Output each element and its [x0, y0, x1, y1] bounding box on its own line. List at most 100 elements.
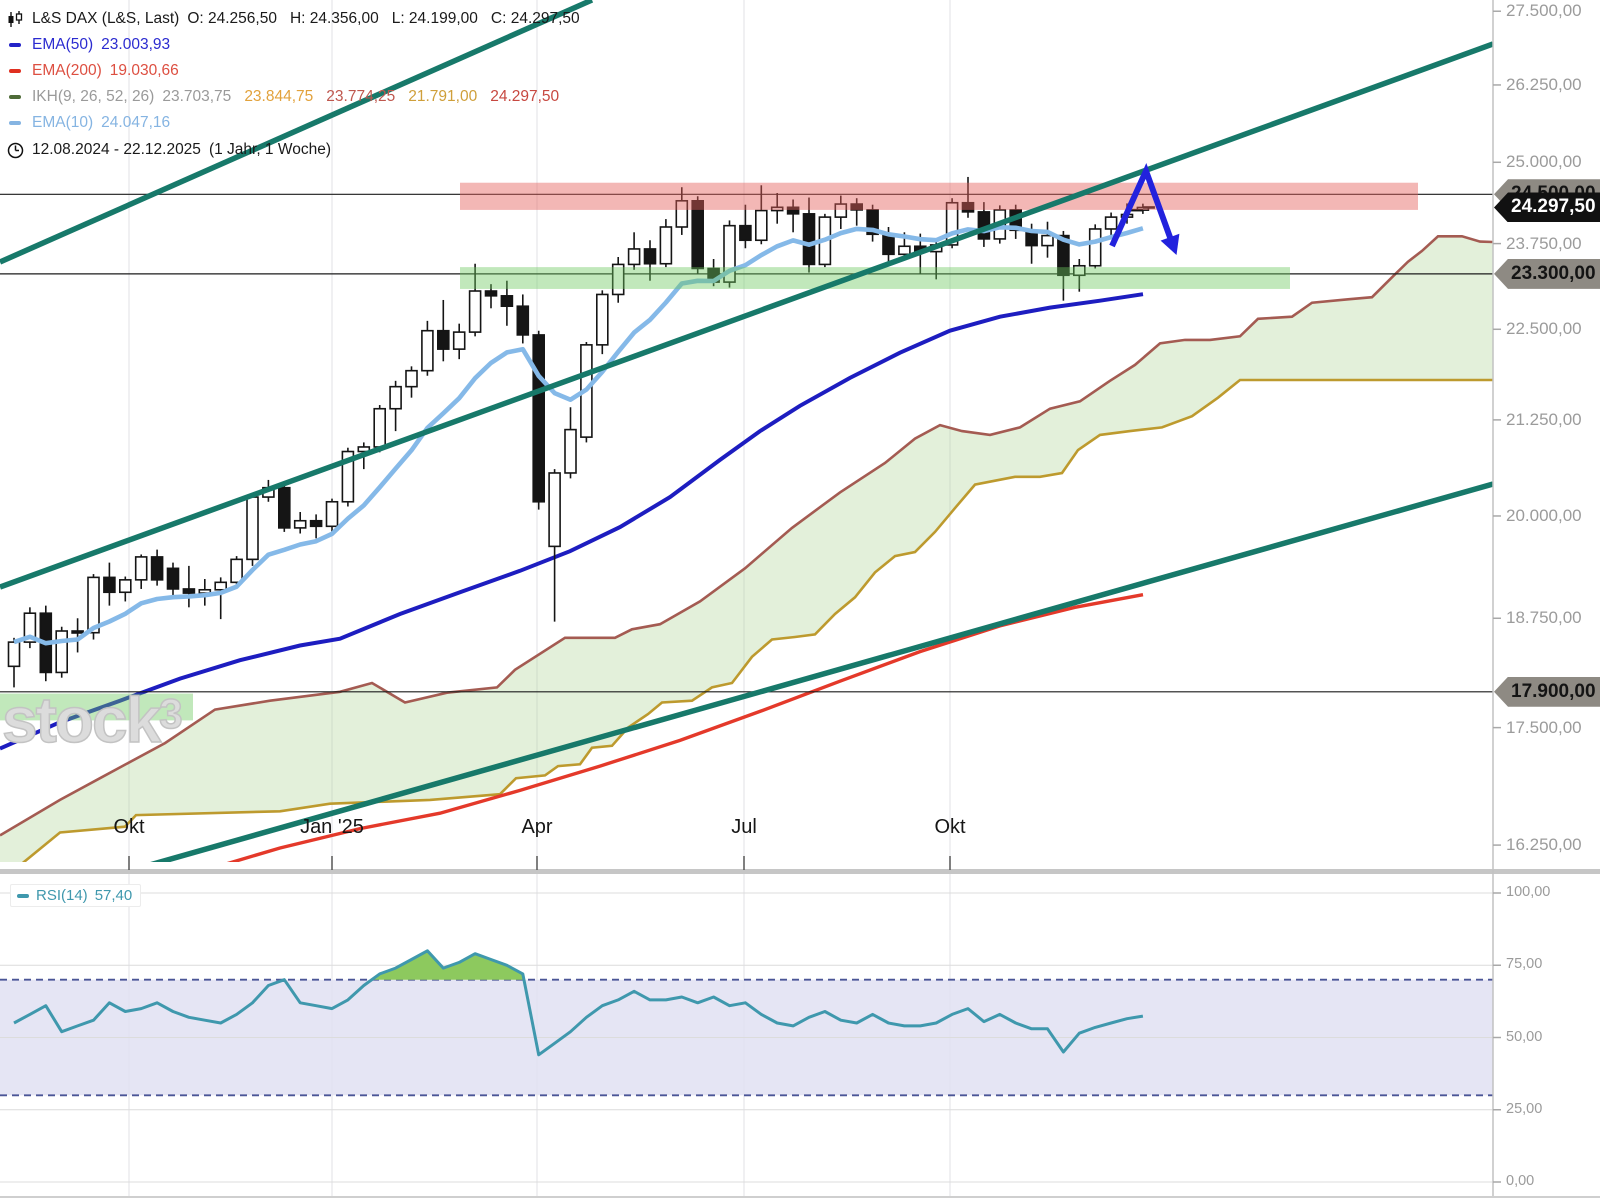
candle-body[interactable] [325, 500, 339, 528]
ikh-swatch [6, 95, 24, 99]
ema10-line [13, 225, 1144, 646]
candle-body[interactable] [389, 385, 402, 410]
candle-body[interactable] [1104, 216, 1118, 230]
forecast-arrow[interactable] [1109, 163, 1174, 248]
rsi-legend-value: 57,40 [94, 887, 133, 904]
price-tick-label: 17.500,00 [1506, 717, 1582, 737]
candle-body[interactable] [834, 203, 848, 218]
candle-body[interactable] [850, 203, 864, 211]
support-zone[interactable] [0, 693, 193, 721]
bottom-border [0, 1196, 1600, 1198]
price-tick-label: 16.250,00 [1506, 835, 1582, 855]
candle-body[interactable] [564, 428, 577, 474]
candle-body[interactable] [611, 263, 625, 296]
rsi-legend-label: RSI(14) [36, 887, 88, 904]
candle-body[interactable] [103, 576, 116, 594]
candle-body[interactable] [516, 305, 530, 336]
price-tick-label: 23.750,00 [1506, 233, 1582, 253]
legend-values: 19.030,66 [110, 62, 179, 80]
candle-body[interactable] [898, 245, 911, 256]
candles [7, 176, 1155, 688]
panel-separator [0, 869, 1600, 874]
candle-body[interactable] [166, 567, 180, 590]
candle-body[interactable] [119, 579, 132, 594]
candle-body[interactable] [277, 486, 291, 529]
candle-body[interactable] [739, 224, 752, 242]
candle-body[interactable] [150, 556, 164, 581]
candle-body[interactable] [770, 206, 784, 212]
main-panel[interactable] [0, 0, 1493, 882]
price-tick-label: 21.250,00 [1506, 409, 1582, 429]
candle-body[interactable] [723, 224, 736, 283]
candle-body[interactable] [1073, 264, 1086, 277]
legend-row[interactable]: EMA(50) 23.003,93 [6, 36, 170, 54]
legend-row[interactable]: IKH(9, 26, 52, 26) 23.703,75 23.844,75 23.7… [6, 88, 559, 106]
legend-value: 23.844,75 [244, 88, 314, 105]
candle-body[interactable] [882, 233, 895, 256]
last-price-badge: 24.297,50 [1494, 192, 1600, 223]
candle-body[interactable] [7, 641, 21, 668]
candle-body[interactable] [961, 201, 975, 213]
candle-body[interactable] [659, 226, 673, 265]
candle-body[interactable] [341, 450, 355, 503]
candle-body[interactable] [595, 293, 609, 346]
legend-row[interactable]: L&S DAX (L&S, Last) O: 24.256,50 H: 24.356… [6, 10, 580, 28]
candle-body[interactable] [293, 519, 307, 529]
candle-body[interactable] [87, 576, 100, 634]
ichimoku-cloud [0, 236, 1493, 862]
legend-value: 24.297,50 [490, 88, 560, 105]
price-tick-label: 27.500,00 [1506, 1, 1582, 21]
candle-body[interactable] [866, 209, 879, 236]
candle-body[interactable] [1088, 228, 1102, 267]
trendline[interactable] [0, 41, 1493, 590]
candle-body[interactable] [675, 199, 689, 228]
candle-body[interactable] [309, 519, 323, 528]
candle-body[interactable] [786, 206, 800, 215]
candle-body[interactable] [55, 630, 69, 674]
x-axis-label: Okt [113, 816, 145, 838]
legend-values: (1 Jahr, 1 Woche) [209, 141, 331, 159]
candle-body[interactable] [802, 213, 816, 266]
candle-body[interactable] [23, 612, 37, 643]
candle-body[interactable] [532, 334, 546, 503]
candle-body[interactable] [71, 630, 84, 634]
candle-body[interactable] [643, 248, 657, 265]
candle-body[interactable] [134, 556, 148, 581]
candle-body[interactable] [1041, 234, 1054, 247]
candle-body[interactable] [754, 209, 768, 242]
candle-body[interactable] [548, 472, 561, 548]
candle-body[interactable] [357, 446, 371, 453]
candle-body[interactable] [436, 329, 450, 350]
support-zone[interactable] [460, 267, 1290, 289]
candle-body[interactable] [484, 290, 498, 297]
legend-row[interactable]: EMA(10) 24.047,16 [6, 114, 170, 132]
candle-body[interactable] [405, 369, 418, 388]
legend-row[interactable]: 12.08.2024 - 22.12.2025 (1 Jahr, 1 Woche) [6, 141, 331, 159]
candle-body[interactable] [230, 558, 243, 584]
candle-body[interactable] [1057, 234, 1070, 277]
trendline[interactable] [0, 0, 594, 265]
candle-body[interactable] [945, 201, 959, 246]
ema50-swatch [6, 43, 24, 47]
level-price-badge: 23.300,00 [1494, 258, 1600, 289]
candle-body[interactable] [214, 581, 227, 591]
candle-body[interactable] [452, 331, 466, 350]
legend-label: 12.08.2024 - 22.12.2025 [32, 141, 201, 158]
rsi-tick-label: 50,00 [1506, 1028, 1543, 1045]
legend-row[interactable]: EMA(200) 19.030,66 [6, 62, 179, 80]
candle-body[interactable] [246, 496, 259, 561]
candle-body[interactable] [468, 290, 482, 333]
candle-body[interactable] [421, 329, 434, 372]
candle-body[interactable] [182, 588, 196, 594]
trendline[interactable] [125, 481, 1493, 872]
resistance-zone[interactable] [460, 182, 1418, 210]
candle-body[interactable] [373, 407, 387, 448]
rsi-panel[interactable] [0, 874, 1493, 1196]
candle-body[interactable] [500, 295, 514, 308]
stock3-watermark: stock3 [1, 687, 183, 753]
candle-body[interactable] [691, 199, 705, 270]
candle-body[interactable] [627, 248, 641, 266]
rsi-legend[interactable]: RSI(14) 57,40 [10, 884, 142, 907]
